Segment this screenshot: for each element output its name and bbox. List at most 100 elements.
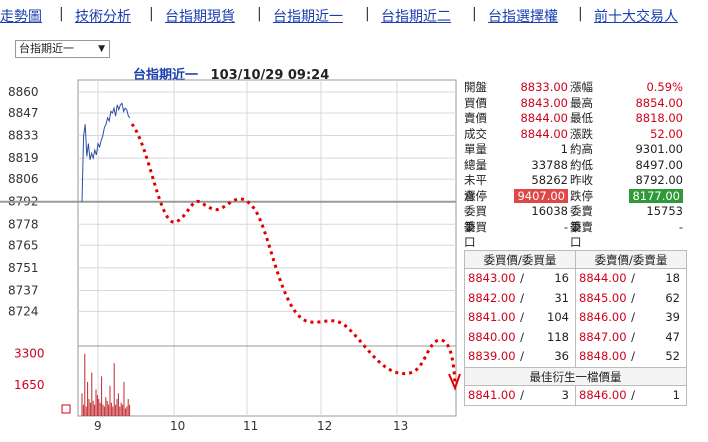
ask-qty: 39 [665,310,680,324]
quote-value: - [563,219,568,234]
y-tick-label: 8778 [8,217,39,231]
nav-separator: | [578,6,583,22]
quote-value: 58262 [531,173,568,187]
quote-label: 未平倉 [464,173,487,203]
x-tick-label: 11 [243,419,258,433]
y-tick-label: 8833 [8,129,39,143]
quote-label: 委賣口 [570,219,593,250]
quote-row: 買價 8843.00 最高 8854.00 [464,96,686,112]
quote-value: 0.59% [646,80,683,94]
price-chart: 8860884788338819880687928778876587518737… [0,79,461,433]
bid-row: 8841.00 / 104 [465,308,575,328]
quote-label: 昨收 [570,173,593,187]
quote-label: 委買筆 [464,204,487,234]
y-tick-label: 8847 [8,106,39,120]
best-ask-price: 8846.00 [579,387,627,402]
quote-value: 8177.00 [629,188,683,203]
x-tick-label: 12 [317,419,332,433]
top-nav: 走勢圖 | 技術分析 | 台指期現貨 | 台指期近一 | 台指期近二 | 台指選擇權 | 前十大交易人 [0,0,708,30]
quote-label: 委買口 [464,219,487,250]
bid-row: 8840.00 / 118 [465,328,575,348]
contract-select-value: 台指期近一 [19,42,74,55]
y-tick-label: 8765 [8,238,39,252]
ask-qty: 62 [665,290,680,305]
quote-value: 1 [560,142,568,156]
separator: / [631,329,635,344]
bid-row: 8839.00 / 36 [465,347,575,367]
quote-row: 委買口 - 委賣口 - [464,219,686,250]
ask-price: 8844.00 [579,271,627,285]
quote-label: 委賣筆 [570,204,593,234]
quote-value: 52.00 [650,126,683,141]
quote-label: 開盤 [464,80,487,94]
best-bid-row: 8841.00 / 3 [465,386,575,406]
quote-value: 8844.00 [520,126,568,141]
quote-label: 漲幅 [570,80,593,94]
quote-label: 漲停 [464,188,487,203]
nav-link-1[interactable]: 技術分析 [75,9,131,25]
chart-datetime: 103/10/29 09:24 [210,68,330,83]
quote-value: 9407.00 [514,188,568,203]
separator: / [520,290,524,305]
separator: / [520,387,524,402]
nav-separator: | [472,6,477,22]
nav-link-6[interactable]: 前十大交易人 [594,9,678,25]
separator: / [520,271,524,285]
ask-price: 8845.00 [579,290,627,305]
nav-link-5[interactable]: 台指選擇權 [488,9,558,25]
quote-row: 開盤 8833.00 漲幅 0.59% [464,80,686,96]
volume-tick-label: 3300 [14,347,45,361]
quote-label: 總量 [464,157,487,172]
bid-row: 8842.00 / 31 [465,289,575,309]
ask-price: 8847.00 [579,329,627,344]
best-bid-qty: 3 [561,387,569,402]
order-book: 委買價/委買量 委賣價/委賣量 8843.00/16 8842.00/31 8841… [464,250,687,406]
price-line [81,102,131,202]
quote-value: 16038 [531,204,568,218]
chevron-down-icon: ▼ [98,44,105,54]
quote-value: - [678,219,683,234]
quote-value: 33788 [531,157,568,172]
best-ask-qty: 1 [672,387,680,402]
chart-title-name: 台指期近一 [133,68,199,83]
nav-link-4[interactable]: 台指期近二 [381,9,451,25]
quote-value: 8818.00 [635,111,683,125]
x-tick-label: 10 [170,419,185,433]
quote-value: 8497.00 [635,157,683,172]
quote-label: 單量 [464,142,487,156]
y-tick-label: 8737 [8,283,39,297]
ask-row: 8845.00 / 62 [576,289,686,309]
bid-price: 8839.00 [468,349,516,363]
best-derived-title: 最佳衍生一檔價量 [465,366,686,385]
volume-tick-label: 1650 [14,378,45,392]
ask-price: 8848.00 [579,349,627,363]
nav-separator: | [365,6,370,22]
quote-table: 開盤 8833.00 漲幅 0.59% 買價 8843.00 最高 8854.00 賣價 8844… [464,80,686,250]
quote-value: 15753 [646,204,683,218]
y-tick-label: 8724 [8,304,39,318]
nav-link-3[interactable]: 台指期近一 [273,9,343,25]
ask-price: 8846.00 [579,310,627,324]
quote-row: 未平倉 58262 昨收 8792.00 [464,173,686,203]
quote-label: 跌停 [570,188,593,203]
separator: / [631,290,635,305]
separator: / [520,329,524,344]
volume-marker-icon [61,404,71,414]
quote-value: 9301.00 [635,142,683,156]
separator: / [631,271,635,285]
nav-separator: | [59,6,64,22]
bid-qty: 104 [547,310,569,324]
quote-row: 委買筆 16038 委賣筆 15753 [464,204,686,234]
ask-row: 8848.00 / 52 [576,347,686,367]
contract-select[interactable]: 台指期近一 ▼ [15,40,110,58]
nav-link-0[interactable]: 走勢圖 [0,9,42,25]
quote-label: 約高 [570,142,593,156]
y-tick-label: 8806 [8,172,39,186]
bid-header: 委買價/委買量 [465,251,576,268]
quote-row: 漲停 9407.00 跌停 8177.00 [464,188,686,205]
forecast-arrow-icon [448,373,461,391]
quote-label: 約低 [570,157,593,172]
chart-title: 台指期近一 103/10/29 09:24 [133,64,329,83]
nav-link-2[interactable]: 台指期現貨 [165,9,235,25]
bid-qty: 36 [554,349,569,363]
